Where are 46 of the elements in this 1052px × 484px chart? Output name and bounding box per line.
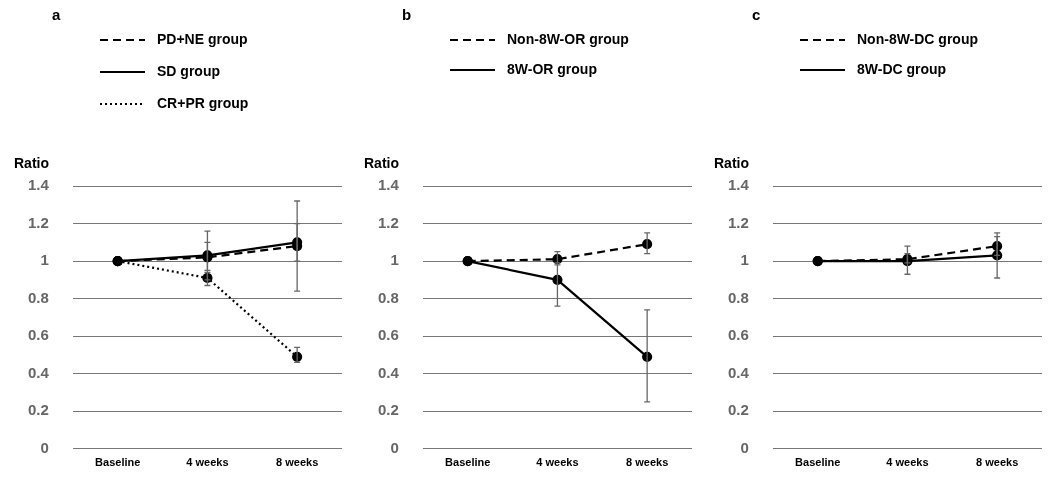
y-tick-label: 1 (390, 251, 399, 269)
y-tick-label: 0.4 (27, 363, 50, 381)
x-tick-label: Baseline (795, 456, 841, 469)
legend-label: 8W-DC group (857, 60, 947, 77)
x-tick-label: 4 weeks (536, 456, 579, 469)
y-tick-label: 0 (390, 438, 399, 456)
y-tick-label: 0.4 (377, 363, 400, 381)
y-tick-label: 0.6 (727, 326, 749, 344)
legend-label: Non-8W-OR group (507, 30, 629, 47)
x-tick-label: 4 weeks (186, 456, 229, 469)
y-tick-label: 0.8 (727, 288, 749, 306)
y-tick-label: 1.2 (727, 213, 749, 231)
legend-label: Non-8W-DC group (857, 30, 979, 47)
chart-title: c (752, 6, 761, 24)
legend-label: 8W-OR group (507, 60, 597, 77)
y-tick-label: 0.2 (727, 401, 749, 419)
x-tick-label: Baseline (445, 456, 491, 469)
y-tick-label: 0.6 (377, 326, 399, 344)
y-tick-label: 0 (40, 438, 49, 456)
chart-title: b (402, 6, 412, 24)
chart-title: a (52, 6, 61, 24)
legend-label: PD+NE group (157, 30, 248, 47)
legend-label: CR+PR group (157, 94, 249, 111)
y-tick-label: 1.4 (377, 176, 400, 194)
y-axis-title: Ratio (14, 154, 49, 171)
y-tick-label: 1 (740, 251, 749, 269)
y-axis-title: Ratio (714, 154, 749, 171)
y-tick-label: 1.4 (727, 176, 750, 194)
y-tick-label: 1 (40, 251, 49, 269)
x-tick-label: 8 weeks (276, 456, 319, 469)
y-tick-label: 1.2 (377, 213, 399, 231)
y-tick-label: 0.8 (27, 288, 49, 306)
y-axis-title: Ratio (364, 154, 399, 171)
x-tick-label: 8 weeks (976, 456, 1019, 469)
y-tick-label: 0.4 (727, 363, 750, 381)
y-tick-label: 0.2 (377, 401, 399, 419)
y-tick-label: 0.2 (27, 401, 49, 419)
x-tick-label: 4 weeks (886, 456, 929, 469)
x-tick-label: 8 weeks (626, 456, 669, 469)
x-tick-label: Baseline (95, 456, 141, 469)
y-tick-label: 1.4 (27, 176, 50, 194)
y-tick-label: 0 (740, 438, 749, 456)
y-tick-label: 1.2 (27, 213, 49, 231)
y-tick-label: 0.8 (377, 288, 399, 306)
legend-label: SD group (157, 62, 220, 79)
y-tick-label: 0.6 (27, 326, 49, 344)
